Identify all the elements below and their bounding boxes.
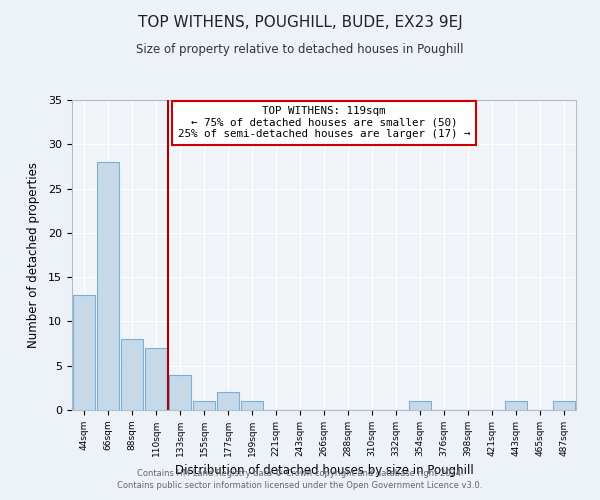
Bar xyxy=(145,348,167,410)
Text: Contains public sector information licensed under the Open Government Licence v3: Contains public sector information licen… xyxy=(118,481,482,490)
Bar xyxy=(409,401,431,410)
X-axis label: Distribution of detached houses by size in Poughill: Distribution of detached houses by size … xyxy=(175,464,473,477)
Text: Size of property relative to detached houses in Poughill: Size of property relative to detached ho… xyxy=(136,42,464,56)
Y-axis label: Number of detached properties: Number of detached properties xyxy=(27,162,40,348)
Bar xyxy=(217,392,239,410)
Text: Contains HM Land Registry data © Crown copyright and database right 2024.: Contains HM Land Registry data © Crown c… xyxy=(137,468,463,477)
Bar xyxy=(193,401,215,410)
Bar xyxy=(241,401,263,410)
Bar xyxy=(505,401,527,410)
Bar xyxy=(97,162,119,410)
Bar xyxy=(121,339,143,410)
Bar xyxy=(169,374,191,410)
Text: TOP WITHENS, POUGHILL, BUDE, EX23 9EJ: TOP WITHENS, POUGHILL, BUDE, EX23 9EJ xyxy=(137,15,463,30)
Bar xyxy=(73,295,95,410)
Bar xyxy=(553,401,575,410)
Text: TOP WITHENS: 119sqm
← 75% of detached houses are smaller (50)
25% of semi-detach: TOP WITHENS: 119sqm ← 75% of detached ho… xyxy=(178,106,470,140)
